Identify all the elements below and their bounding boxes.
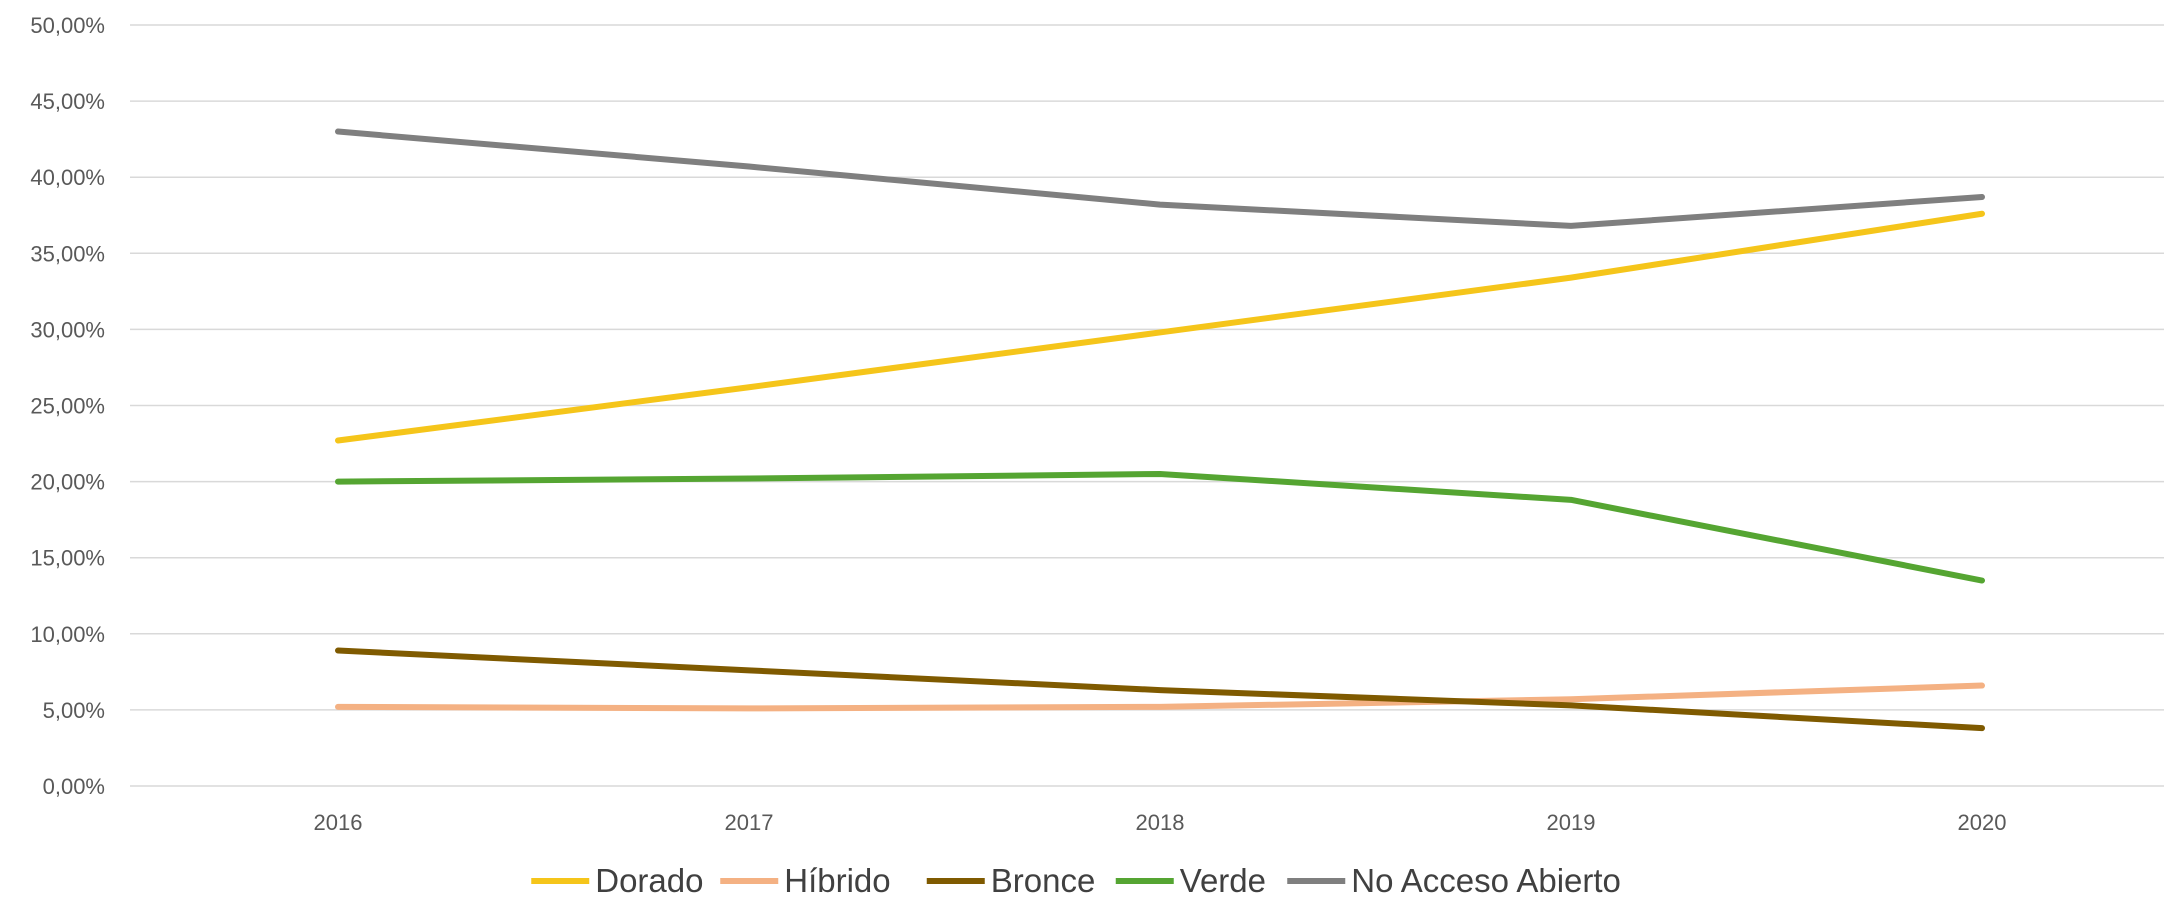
x-tick-label: 2017 <box>725 810 774 835</box>
y-tick-label: 40,00% <box>30 165 105 190</box>
legend-item: Híbrido <box>720 862 891 899</box>
x-tick-label: 2018 <box>1136 810 1185 835</box>
legend-label: Dorado <box>595 862 703 899</box>
legend-label: Híbrido <box>784 862 890 899</box>
y-tick-label: 10,00% <box>30 622 105 647</box>
y-tick-label: 30,00% <box>30 317 105 342</box>
legend-item: Dorado <box>531 862 703 899</box>
x-axis-tick-labels: 2016 2017 2018 2019 2020 <box>314 810 2007 835</box>
y-tick-label: 5,00% <box>43 698 105 723</box>
legend-item: Verde <box>1115 862 1266 899</box>
y-tick-label: 45,00% <box>30 89 105 114</box>
legend-item: No Acceso Abierto <box>1287 862 1621 899</box>
y-tick-label: 25,00% <box>30 394 105 419</box>
y-tick-label: 20,00% <box>30 470 105 495</box>
legend-label: Verde <box>1180 862 1266 899</box>
series-line-bronce <box>335 647 1985 732</box>
y-axis-tick-labels: 0,00% 5,00% 10,00% 15,00% 20,00% 25,00% 30,00%… <box>30 13 105 799</box>
legend-label: No Acceso Abierto <box>1351 862 1621 899</box>
y-tick-label: 50,00% <box>30 13 105 38</box>
y-tick-label: 15,00% <box>30 546 105 571</box>
y-tick-label: 0,00% <box>43 774 105 799</box>
x-tick-label: 2020 <box>1958 810 2007 835</box>
series-line-verde <box>335 470 1985 584</box>
legend-label: Bronce <box>991 862 1096 899</box>
legend-item: Bronce <box>926 862 1096 899</box>
x-tick-label: 2016 <box>314 810 363 835</box>
series-line-dorado <box>335 210 1985 444</box>
y-tick-label: 35,00% <box>30 241 105 266</box>
series-lines <box>335 128 1985 732</box>
x-tick-label: 2019 <box>1547 810 1596 835</box>
series-line-híbrido <box>335 682 1985 712</box>
series-line-no-acceso-abierto <box>335 128 1985 229</box>
legend: Dorado Híbrido Bronce Verde No Acceso Abiert… <box>531 862 1621 899</box>
